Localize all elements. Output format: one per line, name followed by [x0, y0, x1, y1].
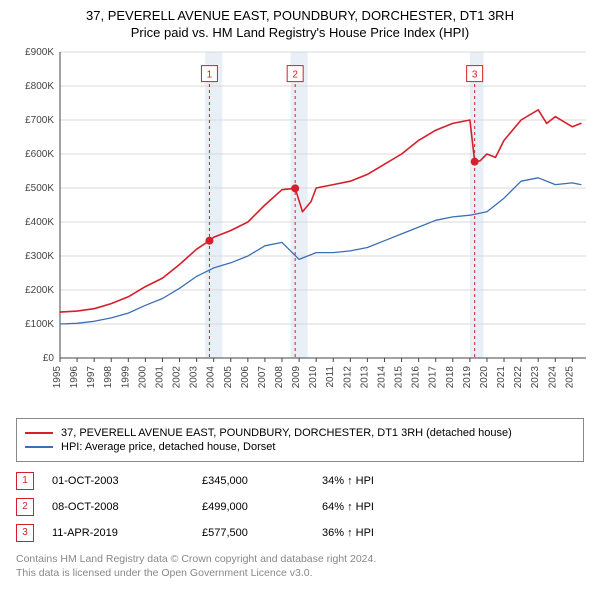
sale-row: 1 01-OCT-2003 £345,000 34% ↑ HPI — [16, 472, 584, 490]
svg-text:2021: 2021 — [496, 366, 507, 389]
svg-text:£0: £0 — [43, 353, 55, 364]
chart-area: £0 £100K £200K £300K £400K £500K £600K £700K £80… — [10, 48, 590, 408]
svg-text:2020: 2020 — [479, 366, 490, 389]
svg-text:£900K: £900K — [25, 48, 54, 58]
svg-text:2003: 2003 — [189, 366, 200, 389]
svg-text:2009: 2009 — [291, 366, 302, 389]
svg-text:2013: 2013 — [359, 366, 370, 389]
svg-text:3: 3 — [472, 70, 478, 81]
legend-label: 37, PEVERELL AVENUE EAST, POUNDBURY, DOR… — [61, 427, 512, 439]
svg-text:2005: 2005 — [223, 366, 234, 389]
sale-price: £499,000 — [202, 501, 322, 513]
line-chart: £0 £100K £200K £300K £400K £500K £600K £700K £80… — [10, 48, 590, 408]
sale-date: 08-OCT-2008 — [52, 501, 202, 513]
legend-box: 37, PEVERELL AVENUE EAST, POUNDBURY, DOR… — [16, 418, 584, 462]
svg-text:2018: 2018 — [445, 366, 456, 389]
svg-text:2000: 2000 — [137, 366, 148, 389]
sale-price: £345,000 — [202, 475, 322, 487]
svg-text:2022: 2022 — [513, 366, 524, 389]
svg-text:1998: 1998 — [103, 366, 114, 389]
sale-badge: 2 — [16, 498, 34, 516]
footer-attribution: Contains HM Land Registry data © Crown c… — [16, 552, 584, 580]
svg-text:2024: 2024 — [547, 366, 558, 389]
chart-title-line2: Price paid vs. HM Land Registry's House … — [10, 25, 590, 40]
svg-text:2: 2 — [292, 70, 298, 81]
svg-text:2014: 2014 — [376, 366, 387, 389]
svg-text:£500K: £500K — [25, 183, 54, 194]
sale-delta: 36% ↑ HPI — [322, 527, 584, 539]
svg-text:2010: 2010 — [308, 366, 319, 389]
legend-swatch — [25, 446, 53, 448]
svg-text:£600K: £600K — [25, 149, 54, 160]
svg-text:£800K: £800K — [25, 81, 54, 92]
svg-text:1999: 1999 — [120, 366, 131, 389]
svg-text:£400K: £400K — [25, 217, 54, 228]
svg-text:2011: 2011 — [325, 366, 336, 388]
footer-line: Contains HM Land Registry data © Crown c… — [16, 552, 584, 566]
sale-date: 11-APR-2019 — [52, 527, 202, 539]
footer-line: This data is licensed under the Open Gov… — [16, 566, 584, 580]
figure-container: 37, PEVERELL AVENUE EAST, POUNDBURY, DOR… — [0, 0, 600, 586]
svg-text:2023: 2023 — [530, 366, 541, 389]
legend-swatch — [25, 432, 53, 434]
svg-text:2012: 2012 — [342, 366, 353, 389]
svg-text:£700K: £700K — [25, 115, 54, 126]
svg-text:2002: 2002 — [172, 366, 183, 389]
sale-delta: 34% ↑ HPI — [322, 475, 584, 487]
svg-text:2007: 2007 — [257, 366, 268, 389]
svg-text:2019: 2019 — [462, 366, 473, 389]
svg-text:1: 1 — [207, 70, 213, 81]
sale-delta: 64% ↑ HPI — [322, 501, 584, 513]
svg-text:£200K: £200K — [25, 285, 54, 296]
svg-text:1995: 1995 — [52, 366, 63, 389]
sale-price: £577,500 — [202, 527, 322, 539]
svg-text:2004: 2004 — [206, 366, 217, 389]
svg-text:2001: 2001 — [154, 366, 165, 389]
svg-text:2015: 2015 — [394, 366, 405, 389]
sale-row: 3 11-APR-2019 £577,500 36% ↑ HPI — [16, 524, 584, 542]
chart-title-line1: 37, PEVERELL AVENUE EAST, POUNDBURY, DOR… — [10, 8, 590, 23]
svg-text:2006: 2006 — [240, 366, 251, 389]
sale-badge: 1 — [16, 472, 34, 490]
svg-text:1996: 1996 — [69, 366, 80, 389]
sale-row: 2 08-OCT-2008 £499,000 64% ↑ HPI — [16, 498, 584, 516]
sale-badge: 3 — [16, 524, 34, 542]
svg-text:1997: 1997 — [86, 366, 97, 389]
svg-text:2016: 2016 — [411, 366, 422, 389]
svg-text:2008: 2008 — [274, 366, 285, 389]
svg-text:£100K: £100K — [25, 319, 54, 330]
svg-text:2025: 2025 — [564, 366, 575, 389]
sale-date: 01-OCT-2003 — [52, 475, 202, 487]
svg-text:2017: 2017 — [428, 366, 439, 389]
legend-item: HPI: Average price, detached house, Dors… — [25, 441, 575, 453]
legend-label: HPI: Average price, detached house, Dors… — [61, 441, 275, 453]
sales-table: 1 01-OCT-2003 £345,000 34% ↑ HPI 2 08-OC… — [16, 472, 584, 542]
svg-text:£300K: £300K — [25, 251, 54, 262]
legend-item: 37, PEVERELL AVENUE EAST, POUNDBURY, DOR… — [25, 427, 575, 439]
